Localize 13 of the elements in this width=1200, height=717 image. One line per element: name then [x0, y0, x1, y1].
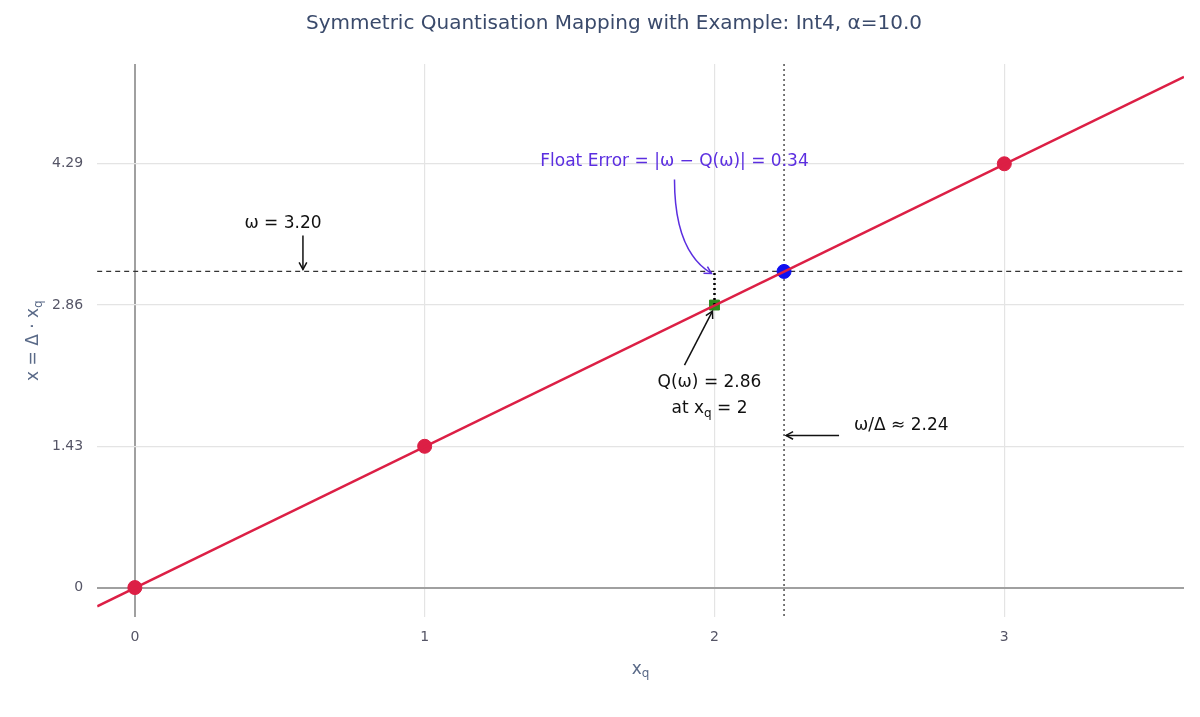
- annotation: ω/Δ ≈ 2.24: [854, 413, 949, 434]
- y-axis-title: x = Δ · xq: [22, 300, 46, 381]
- chart-title: Symmetric Quantisation Mapping with Example: Int4, α=10.0: [305, 10, 923, 35]
- y-tick-label: 0: [74, 578, 84, 595]
- y-tick-label: 4.29: [52, 154, 84, 171]
- annotation: Float Error = |ω − Q(ω)| = 0.34: [540, 149, 809, 170]
- annotation: ω = 3.20: [244, 211, 322, 232]
- x-tick-label: 1: [420, 628, 430, 645]
- x-tick-label: 2: [710, 628, 719, 645]
- y-tick-label: 1.43: [52, 436, 84, 453]
- y-tick-label: 2.86: [52, 295, 84, 312]
- x-tick-label: 0: [130, 628, 140, 645]
- x-tick-label: 3: [999, 628, 1009, 645]
